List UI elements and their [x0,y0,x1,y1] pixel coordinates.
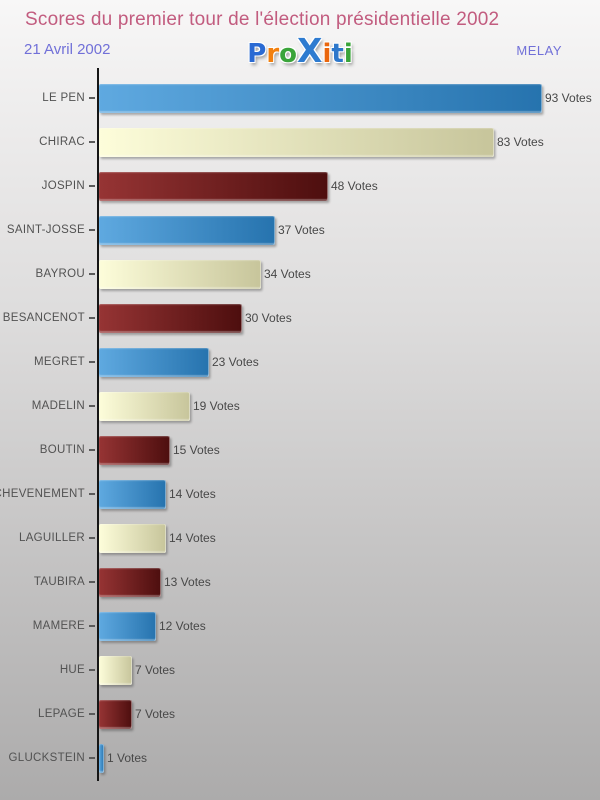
axis-tick [89,757,95,759]
axis-tick [89,405,95,407]
bar-rows: LE PEN 93 Votes CHIRAC 83 Votes JOSPIN 4… [0,76,600,780]
axis-tick [89,97,95,99]
axis-tick [89,581,95,583]
vote-count-label: 1 Votes [107,751,148,765]
axis-tick [89,537,95,539]
vote-bar [99,567,161,597]
vote-count-label: 83 Votes [497,135,544,149]
chart-row: BESANCENOT 30 Votes [0,296,600,340]
logo-letter: r [266,39,280,69]
vote-count-label: 14 Votes [169,531,216,545]
vote-count-label: 30 Votes [245,311,292,325]
candidate-label: CHEVENEMENT [0,488,85,500]
candidate-label: MAMERE [32,620,85,632]
candidate-label: HUE [59,664,85,676]
axis-tick [89,625,95,627]
bar-chart: LE PEN 93 Votes CHIRAC 83 Votes JOSPIN 4… [0,76,600,780]
chart-row: BOUTIN 15 Votes [0,428,600,472]
axis-tick [89,669,95,671]
vote-count-label: 13 Votes [164,575,211,589]
vote-bar [99,83,542,113]
candidate-label: CHIRAC [39,136,85,148]
axis-tick [89,273,95,275]
candidate-label: MADELIN [31,400,85,412]
vote-bar [99,347,209,377]
axis-tick [89,361,95,363]
chart-row: LEPAGE 7 Votes [0,692,600,736]
vote-bar [99,391,190,421]
axis-tick [89,317,95,319]
axis-tick [89,229,95,231]
vote-bar [99,611,156,641]
chart-row: HUE 7 Votes [0,648,600,692]
axis-tick [89,141,95,143]
candidate-label: LE PEN [42,92,85,104]
axis-tick [89,713,95,715]
vote-count-label: 19 Votes [193,399,240,413]
chart-row: LE PEN 93 Votes [0,76,600,120]
vote-count-label: 23 Votes [212,355,259,369]
logo-letter: i [322,39,332,69]
vote-count-label: 37 Votes [278,223,325,237]
axis-tick [89,449,95,451]
vote-bar [99,699,132,729]
vote-bar [99,743,104,773]
candidate-label: LEPAGE [38,708,85,720]
vote-bar [99,127,494,157]
chart-row: SAINT-JOSSE 37 Votes [0,208,600,252]
candidate-label: LAGUILLER [19,532,85,544]
chart-row: MAMERE 12 Votes [0,604,600,648]
candidate-label: BOUTIN [39,444,85,456]
vote-count-label: 12 Votes [159,619,206,633]
vote-bar [99,215,275,245]
logo-letter: o [279,39,298,69]
proxiti-logo: ProXiti [0,34,600,75]
chart-row: CHIRAC 83 Votes [0,120,600,164]
axis-tick [89,185,95,187]
candidate-label: JOSPIN [41,180,85,192]
vote-count-label: 93 Votes [545,91,592,105]
vote-count-label: 15 Votes [173,443,220,457]
chart-row: BAYROU 34 Votes [0,252,600,296]
chart-row: TAUBIRA 13 Votes [0,560,600,604]
chart-row: GLUCKSTEIN 1 Votes [0,736,600,780]
vote-bar [99,259,261,289]
candidate-label: MEGRET [34,356,85,368]
vote-bar [99,171,328,201]
candidate-label: TAUBIRA [33,576,85,588]
logo-letter: i [343,39,353,69]
candidate-label: SAINT-JOSSE [6,224,85,236]
candidate-label: BAYROU [35,268,85,280]
vote-bar [99,523,166,553]
vote-count-label: 34 Votes [264,267,311,281]
election-date: 21 Avril 2002 [24,41,111,58]
chart-row: CHEVENEMENT 14 Votes [0,472,600,516]
vote-count-label: 48 Votes [331,179,378,193]
chart-row: LAGUILLER 14 Votes [0,516,600,560]
logo-letter: P [247,39,267,69]
chart-row: MEGRET 23 Votes [0,340,600,384]
logo-letter: t [331,39,344,69]
vote-bar [99,303,242,333]
chart-row: MADELIN 19 Votes [0,384,600,428]
vote-bar [99,655,132,685]
candidate-label: BESANCENOT [2,312,85,324]
vote-count-label: 7 Votes [135,663,176,677]
logo-letter: X [297,31,323,70]
axis-tick [89,493,95,495]
chart-row: JOSPIN 48 Votes [0,164,600,208]
vote-bar [99,479,166,509]
page-title: Scores du premier tour de l'élection pré… [25,9,500,30]
commune-name: MELAY [516,43,562,58]
vote-bar [99,435,170,465]
y-axis-line [97,68,99,781]
vote-count-label: 7 Votes [135,707,176,721]
vote-count-label: 14 Votes [169,487,216,501]
candidate-label: GLUCKSTEIN [8,752,85,764]
